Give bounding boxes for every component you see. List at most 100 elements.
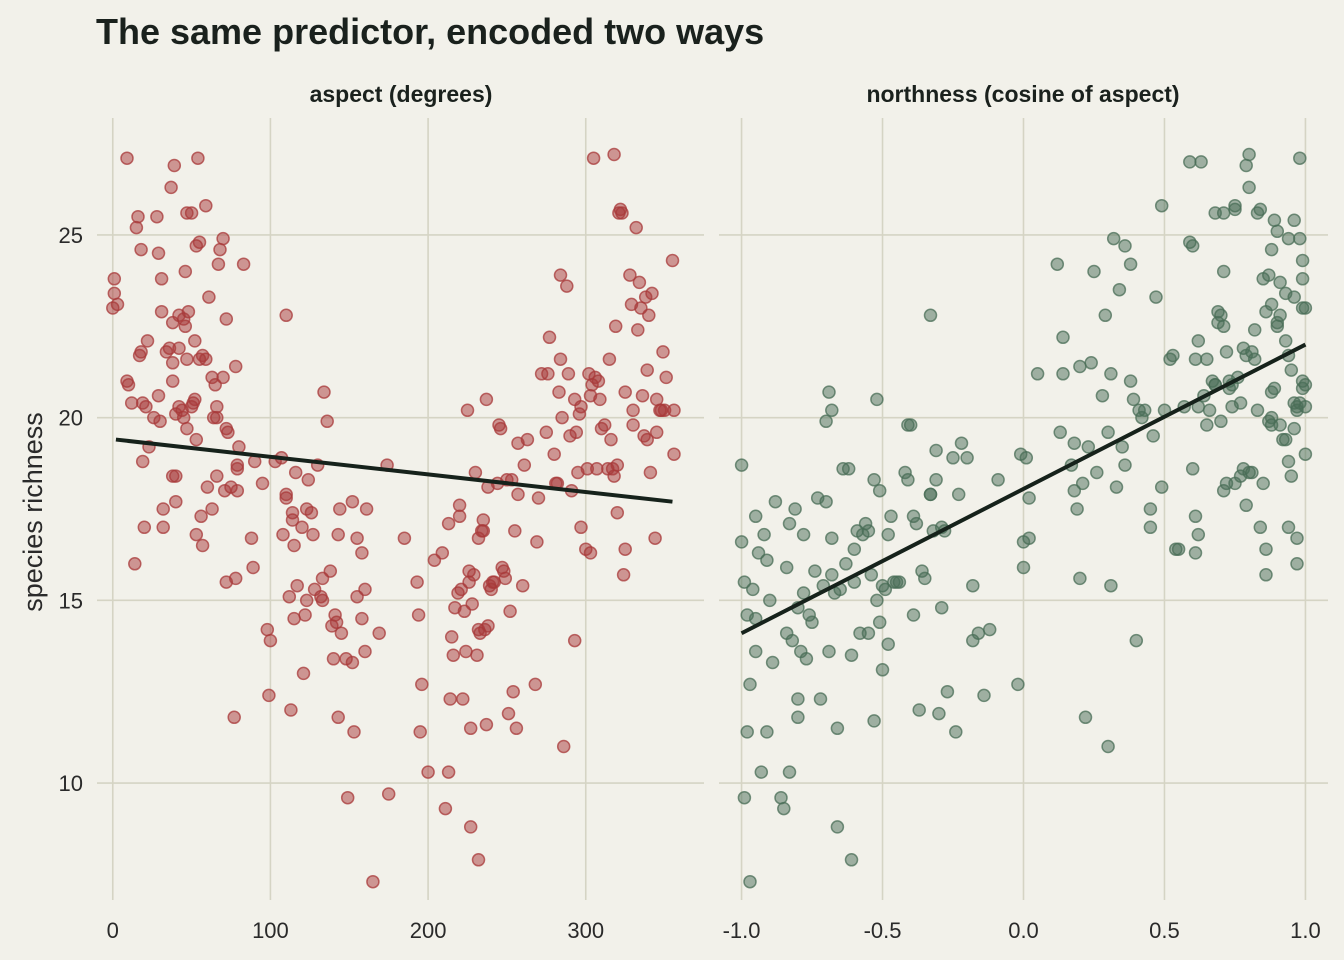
scatter-point (359, 502, 374, 516)
scatter-point (213, 242, 227, 257)
scatter-point (1290, 557, 1304, 571)
scatter-point (1273, 275, 1287, 290)
scatter-point (1242, 147, 1256, 162)
scatter-point (279, 491, 293, 505)
scatter-point (1216, 319, 1231, 334)
scatter-point (839, 557, 853, 571)
scatter-point (648, 531, 662, 545)
x-tick-labels: -1.0 -0.5 0.0 0.5 1.0 (723, 918, 1321, 943)
scatter-point (1264, 242, 1279, 257)
scatter-point (635, 388, 650, 403)
scatter-point (861, 524, 876, 538)
scatter-point (191, 151, 205, 165)
scatter-point (542, 330, 557, 345)
scatter-point (667, 403, 681, 418)
scatter-point (298, 608, 312, 622)
scatter-point (934, 600, 949, 615)
scatter-point (1030, 367, 1045, 381)
scatter-point (205, 502, 219, 516)
scatter-point (1084, 356, 1098, 370)
scatter-point (1264, 297, 1279, 312)
scatter-point (219, 312, 234, 326)
scatter-point (555, 410, 569, 425)
x-tick-label: 200 (410, 918, 447, 943)
scatter-point (539, 425, 554, 440)
scatter-point (137, 520, 152, 535)
scatter-point (825, 403, 839, 418)
scatter-point (1298, 378, 1313, 392)
scatter-point (446, 648, 461, 662)
scatter-point (479, 392, 494, 407)
scatter-point (923, 487, 938, 502)
scatter-point (530, 535, 544, 549)
scatter-point (881, 637, 895, 651)
gridlines (97, 118, 704, 900)
scatter-point (287, 538, 301, 553)
scatter-point (640, 432, 654, 447)
scatter-point (929, 443, 943, 458)
scatter-point (1281, 231, 1296, 246)
scatter-point (410, 575, 424, 589)
scatter-point (1233, 396, 1248, 410)
scatter-point (468, 465, 483, 480)
scatter-point (618, 385, 632, 399)
scatter-point (574, 520, 588, 535)
scatter-point (465, 597, 479, 611)
scatter-point (285, 513, 300, 527)
scatter-point (659, 370, 673, 385)
scatter-point (110, 297, 125, 312)
scatter-point (503, 604, 517, 619)
scatter-point (607, 469, 621, 483)
scatter-point (779, 560, 794, 575)
scatter-point (1104, 578, 1118, 593)
scatter-point (813, 692, 828, 706)
scatter-point (165, 356, 180, 370)
scatter-point (471, 853, 486, 867)
scatter-point (1216, 264, 1231, 279)
scatter-point (954, 436, 969, 450)
y-tick-label: 15 (59, 588, 83, 613)
scatter-point (901, 473, 915, 487)
scatter-point (487, 575, 502, 589)
scatter-point (1050, 257, 1065, 271)
scatter-point (438, 801, 453, 816)
scatter-point (737, 790, 752, 805)
scatter-point (411, 608, 426, 622)
scatter-point (470, 648, 484, 662)
scatter-point (1281, 454, 1296, 469)
scatter-point (847, 542, 862, 556)
scatter-point (493, 421, 508, 436)
scatter-point (1295, 272, 1310, 286)
scatter-point (188, 334, 202, 348)
scatter-point (777, 801, 791, 816)
scatter-point (610, 505, 625, 520)
scatter-point (151, 388, 166, 403)
scatter-point (1247, 323, 1262, 337)
scatter-point (1216, 206, 1231, 220)
scatter-point (228, 571, 243, 586)
scatter-point (506, 684, 520, 699)
scatter-point (960, 451, 974, 465)
scatter-point (754, 765, 769, 779)
scatter-point (569, 425, 584, 440)
scatter-point (946, 451, 960, 465)
scatter-point (1270, 224, 1285, 239)
scatter-point (782, 765, 797, 779)
scatter-point (765, 655, 780, 670)
scatter-point (192, 235, 207, 249)
scatter-point (315, 593, 330, 608)
scatter-point (317, 385, 331, 399)
scatter-point (583, 546, 598, 560)
scatter-point (1259, 568, 1273, 582)
scatter-point (1200, 418, 1214, 432)
scatter-point (467, 568, 481, 582)
scatter-point (1056, 367, 1070, 381)
scatter-point (1067, 483, 1082, 498)
scatter-point (819, 414, 833, 429)
scatter-point (299, 593, 314, 608)
scatter-point (262, 688, 276, 703)
scatter-point (372, 626, 386, 640)
scatter-point (1250, 403, 1265, 418)
scatter-point (1154, 480, 1169, 494)
scatter-point (1293, 151, 1307, 165)
